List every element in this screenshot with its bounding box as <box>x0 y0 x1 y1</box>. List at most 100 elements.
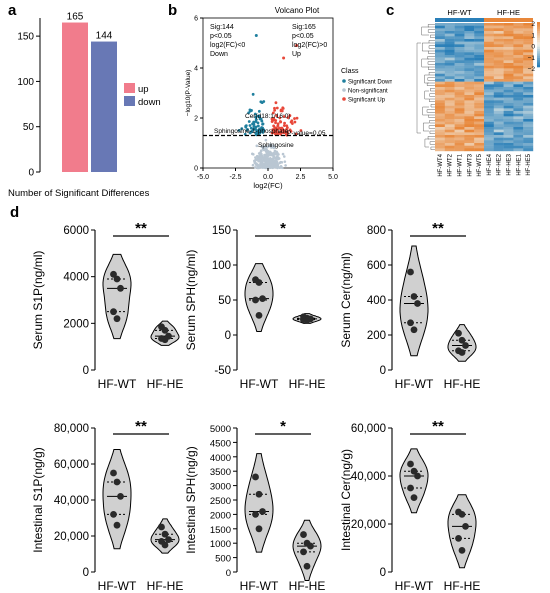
heatmap-cell <box>444 100 455 104</box>
heatmap-cell <box>493 28 504 32</box>
legend-title: Class <box>341 68 359 75</box>
heatmap-cell <box>454 52 465 56</box>
point-non-significant <box>253 166 257 169</box>
data-point <box>110 270 117 278</box>
dendrogram-branch <box>428 125 435 129</box>
y-tick-label: 40,000 <box>351 471 386 483</box>
heatmap-cell <box>474 103 485 106</box>
heatmap-cell <box>493 129 504 133</box>
point-non-significant <box>283 155 286 158</box>
point-significant-up <box>271 117 275 121</box>
heatmap-cell <box>474 68 485 72</box>
heatmap-cell <box>493 65 504 69</box>
heatmap-cell <box>474 135 485 138</box>
heatmap-cell <box>435 49 445 53</box>
heatmap-cell <box>513 129 524 133</box>
y-axis-label: Intestinal SPH(ng/g) <box>184 446 198 553</box>
heatmap-cell <box>513 143 524 146</box>
heatmap-cell <box>435 132 445 136</box>
colorbar-step <box>537 44 540 48</box>
heatmap-cell <box>493 73 504 77</box>
heatmap-cell <box>513 135 524 138</box>
heatmap-cell <box>435 68 445 72</box>
heatmap-cell <box>503 49 514 53</box>
heatmap-cell <box>444 31 455 34</box>
heatmap-cell <box>523 89 534 93</box>
heatmap-cell <box>474 73 485 77</box>
data-point <box>113 275 121 283</box>
heatmap-cell <box>493 39 504 42</box>
point-significant-up <box>273 126 277 130</box>
point-non-significant <box>257 152 261 155</box>
heatmap-cell <box>513 23 524 26</box>
heatmap-cell <box>523 84 534 88</box>
dendrogram-branch <box>427 61 435 65</box>
heatmap-cell <box>454 119 465 122</box>
heatmap-cell <box>444 28 455 32</box>
heatmap-cell <box>464 87 475 90</box>
heatmap-cell <box>503 57 514 61</box>
heatmap-cell <box>484 132 494 136</box>
dendrogram-branch <box>427 136 435 140</box>
heatmap-cell <box>523 68 534 72</box>
heatmap-cell <box>493 145 504 149</box>
dendrogram-branch <box>424 90 429 100</box>
heatmap-cell <box>435 65 445 69</box>
heatmap-cell <box>493 57 504 61</box>
heatmap-cell <box>503 71 514 74</box>
x-category-label: HF-HE <box>289 377 326 391</box>
heatmap-cell <box>503 92 514 96</box>
heatmap-cell <box>513 108 524 112</box>
dendrogram-branch <box>428 72 435 76</box>
heatmap-cell <box>444 55 455 58</box>
heatmap-cell <box>435 129 445 133</box>
heatmap-cell <box>464 97 475 101</box>
heatmap-cell <box>493 41 504 45</box>
heatmap-cell <box>464 116 475 120</box>
colorbar-step <box>537 22 540 25</box>
heatmap-cell <box>484 33 494 37</box>
heatmap-cell <box>513 148 524 152</box>
point-significant-up <box>271 111 275 115</box>
heatmap-cell <box>493 63 504 66</box>
heatmap-cell <box>523 105 534 109</box>
point-significant-down <box>252 120 256 124</box>
heatmap-cell <box>513 76 524 80</box>
point-significant-down <box>254 120 258 123</box>
y-tick-label: 60,000 <box>351 423 386 435</box>
y-tick-label: 2 <box>194 116 198 123</box>
heatmap-cell <box>523 108 534 112</box>
heatmap-cell <box>523 148 534 152</box>
heatmap-cell <box>523 55 534 58</box>
heatmap-cell <box>503 103 514 106</box>
dendrogram-root <box>416 42 421 134</box>
data-point <box>252 511 259 518</box>
heatmap-cell <box>444 65 455 69</box>
heatmap-cell <box>444 84 455 88</box>
point-significant-up <box>275 128 279 132</box>
heatmap-cell <box>484 39 494 42</box>
heatmap-cell <box>523 63 534 66</box>
heatmap-cell <box>474 31 485 34</box>
colorbar-step <box>537 42 540 45</box>
heatmap-cell <box>493 76 504 80</box>
heatmap-cell <box>454 47 465 50</box>
heatmap-cell <box>503 119 514 122</box>
heatmap-cell <box>444 33 455 37</box>
dendrogram-branch <box>422 106 429 116</box>
colorbar-step <box>537 62 540 66</box>
heatmap-cell <box>464 79 475 82</box>
heatmap-cell <box>474 87 485 90</box>
heatmap-cell <box>503 89 514 93</box>
data-point <box>458 547 466 554</box>
point-significant-up <box>275 114 278 118</box>
heatmap-cell <box>435 137 445 141</box>
heatmap-cell <box>493 89 504 93</box>
heatmap-cell <box>484 57 494 61</box>
heatmap-cell <box>523 135 534 138</box>
column-label: HF-WT4 <box>438 153 444 176</box>
heatmap-cell <box>474 108 485 112</box>
heatmap-cell <box>474 84 485 88</box>
heatmap-cell <box>454 76 465 80</box>
